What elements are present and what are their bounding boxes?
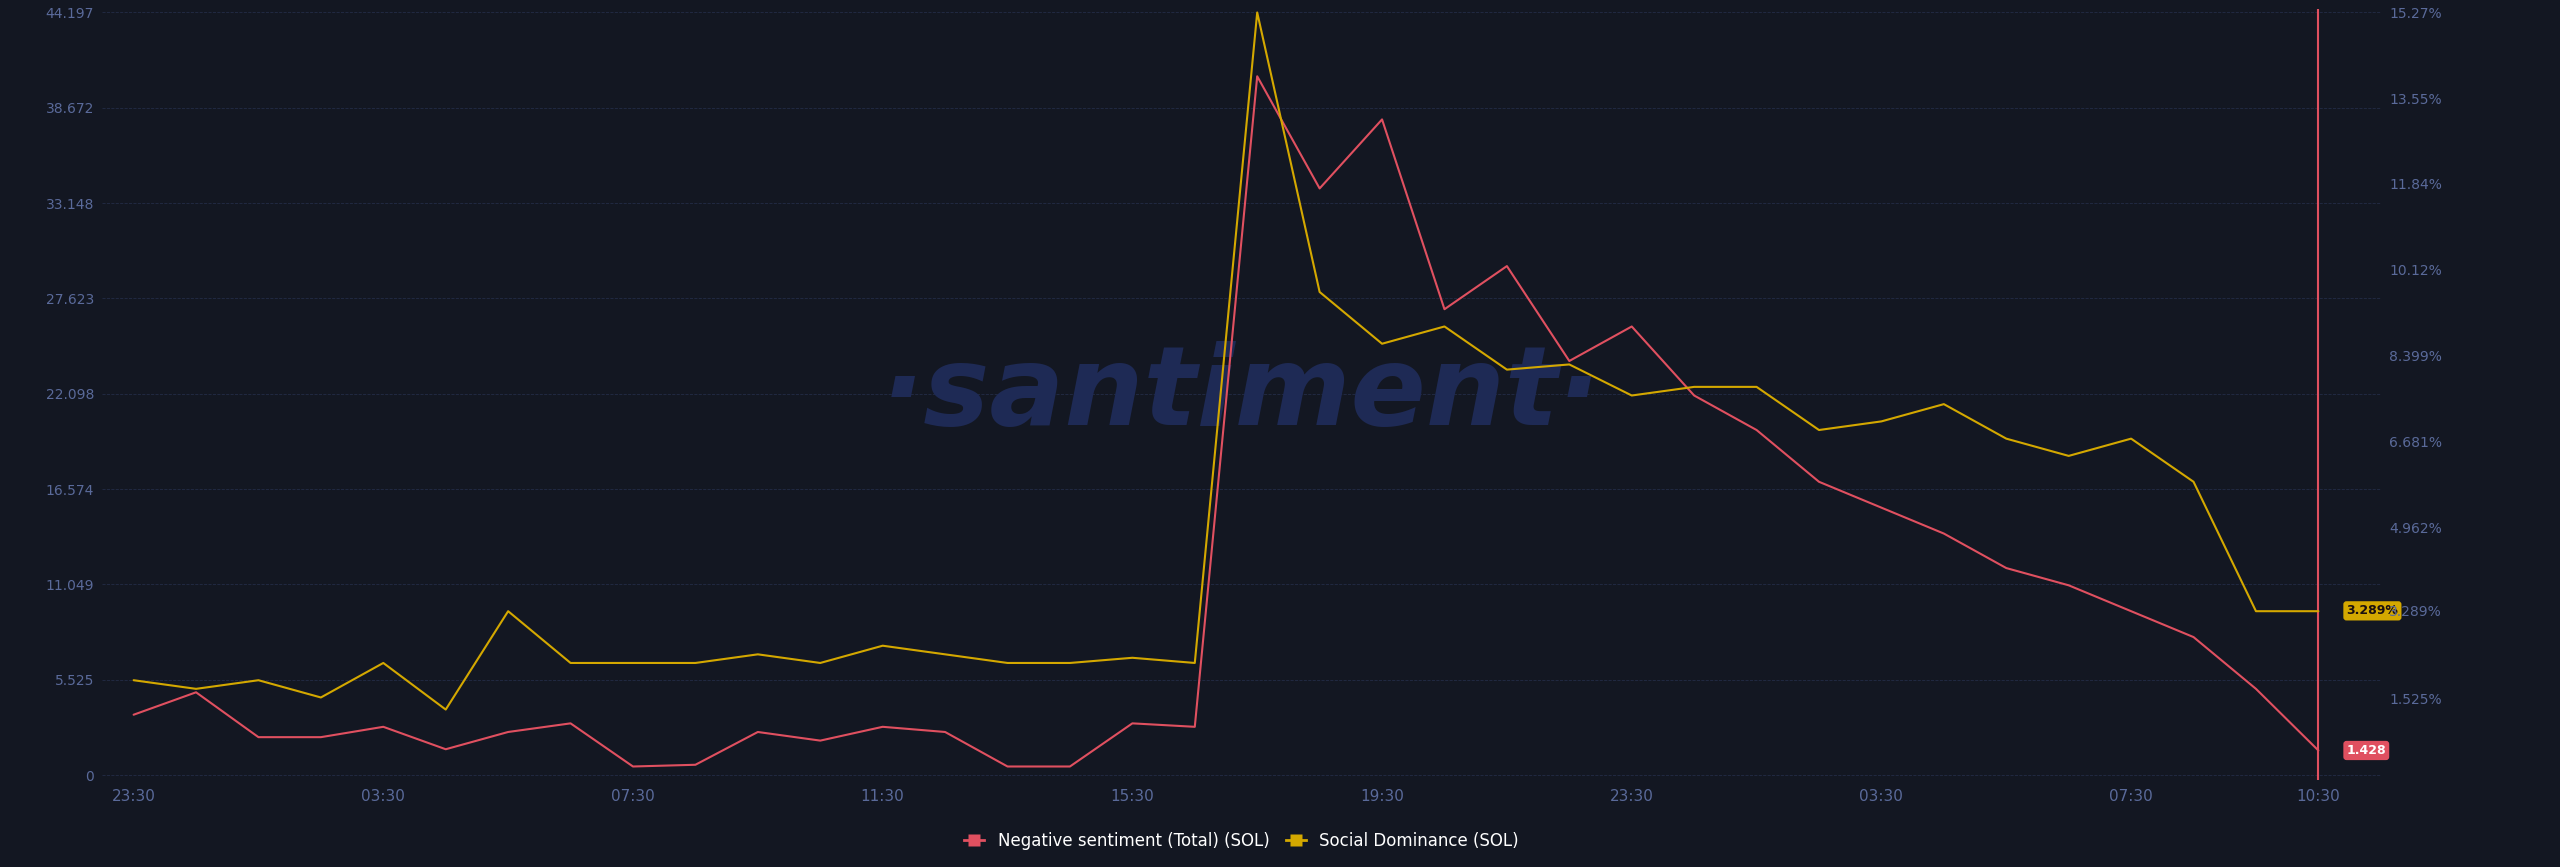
- Text: 3.289%: 3.289%: [2348, 604, 2399, 617]
- Legend: Negative sentiment (Total) (SOL), Social Dominance (SOL): Negative sentiment (Total) (SOL), Social…: [957, 825, 1526, 857]
- Text: ·santiment·: ·santiment·: [881, 341, 1603, 448]
- Text: 1.428: 1.428: [2348, 744, 2386, 757]
